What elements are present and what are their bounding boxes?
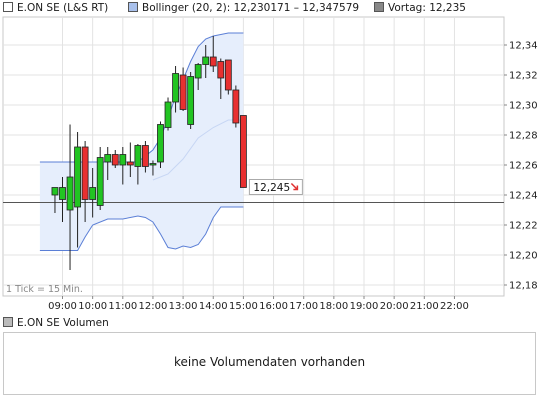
y-tick-label: 12,34 <box>509 41 538 52</box>
candle-body <box>104 154 112 163</box>
volume-title: E.ON SE Volumen <box>17 317 109 329</box>
last-price-box <box>248 179 303 195</box>
bollinger-lower-line <box>39 206 244 251</box>
legend-previous-close-label: Vortag: 12,235 <box>388 2 466 14</box>
y-tick-label: 12,30 <box>509 101 538 112</box>
x-tick-label: 16:00 <box>259 301 288 312</box>
volume-swatch-icon <box>3 317 13 327</box>
down-arrow-icon <box>290 182 299 191</box>
x-tick-label: 17:00 <box>289 301 318 312</box>
tick-note: 1 Tick = 15 Min. <box>6 284 83 295</box>
last-price-label: 12,245 <box>253 182 290 194</box>
candle-body <box>111 154 119 166</box>
legend-previous-close[interactable]: Vortag: 12,235 <box>374 0 466 16</box>
legend-bollinger-label: Bollinger (20, 2): 12,230171 – 12,347579 <box>142 2 360 14</box>
candle-body <box>209 56 217 67</box>
candle-body <box>51 187 59 196</box>
x-tick-label: 21:00 <box>410 301 439 312</box>
candle-body <box>232 89 240 124</box>
volume-empty-message: keine Volumendaten vorhanden <box>173 355 366 369</box>
candle-body <box>157 124 164 163</box>
y-tick-label: 12,32 <box>509 71 538 82</box>
candle-body <box>142 145 149 167</box>
candle-body <box>89 187 97 200</box>
y-tick-label: 12,28 <box>509 131 538 142</box>
candle-body <box>202 56 210 65</box>
y-tick-label: 12,26 <box>509 161 538 172</box>
bollinger-swatch-icon <box>128 2 138 12</box>
candle-body <box>194 64 202 79</box>
candle-body <box>119 154 127 166</box>
x-tick-label: 14:00 <box>199 301 228 312</box>
y-tick-label: 12,18 <box>509 281 538 292</box>
x-tick-label: 09:00 <box>48 301 77 312</box>
x-tick-label: 13:00 <box>169 301 198 312</box>
volume-header: E.ON SE Volumen <box>0 316 545 330</box>
candle-body <box>172 73 179 103</box>
x-tick-label: 20:00 <box>380 301 409 312</box>
candle-body <box>149 163 157 166</box>
x-tick-label: 19:00 <box>350 301 379 312</box>
candle-body <box>224 59 232 91</box>
candle-body <box>59 187 66 200</box>
candle-body <box>187 76 195 125</box>
price-chart[interactable]: 12,245 12,18 12,20 12,22 12,24 12,26 12,28 12,3… <box>0 0 545 316</box>
x-tick-label: 15:00 <box>229 301 258 312</box>
x-tick-label: 10:00 <box>78 301 107 312</box>
instrument-swatch-icon <box>3 2 13 12</box>
x-tick-label: 12:00 <box>139 301 168 312</box>
y-tick-label: 12,24 <box>509 191 538 202</box>
candle-body <box>179 74 187 110</box>
candle-body <box>217 61 225 79</box>
candle-body <box>134 145 142 167</box>
x-tick-label: 11:00 <box>108 301 137 312</box>
legend-instrument-label: E.ON SE (L&S RT) <box>17 2 109 14</box>
x-tick-label: 18:00 <box>319 301 348 312</box>
candle-body <box>81 146 89 200</box>
previous-close-swatch-icon <box>374 2 384 12</box>
volume-panel: keine Volumendaten vorhanden <box>3 332 536 395</box>
candle-body <box>239 115 247 188</box>
candle-body <box>66 176 74 211</box>
candle-body <box>164 101 172 128</box>
y-tick-label: 12,20 <box>509 251 538 262</box>
legend-bar: E.ON SE (L&S RT) Bollinger (20, 2): 12,2… <box>0 0 545 16</box>
legend-bollinger[interactable]: Bollinger (20, 2): 12,230171 – 12,347579 <box>128 0 359 16</box>
candle-body <box>96 157 104 206</box>
y-tick-label: 12,22 <box>509 221 538 232</box>
bollinger-middle-line <box>152 119 244 181</box>
x-tick-label: 22:00 <box>440 301 469 312</box>
candle-body <box>74 146 81 208</box>
legend-volume[interactable]: E.ON SE Volumen <box>3 316 109 330</box>
candle-body <box>126 161 134 166</box>
legend-instrument[interactable]: E.ON SE (L&S RT) <box>3 0 108 16</box>
